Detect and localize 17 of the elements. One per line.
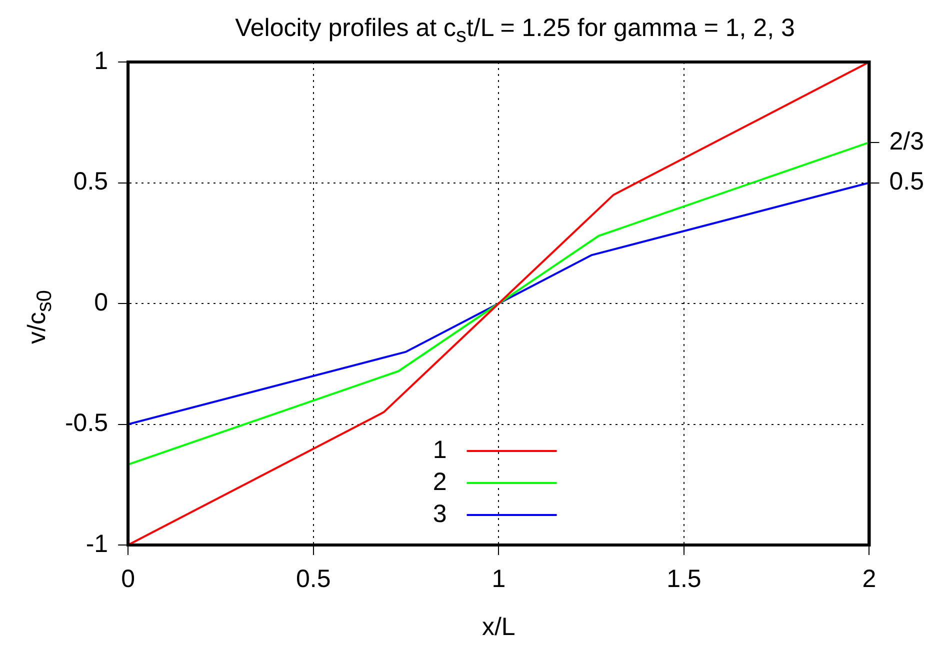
legend-label: 3 bbox=[432, 500, 447, 528]
y-tick-label: 1 bbox=[94, 46, 108, 75]
x-axis-title: x/L bbox=[482, 612, 516, 641]
y-tick-label: -1 bbox=[86, 530, 108, 558]
y2-tick-label: 0.5 bbox=[889, 168, 924, 196]
x-tick-label: 0.5 bbox=[296, 564, 331, 593]
x-tick-label: 1.5 bbox=[666, 564, 702, 593]
y-tick-label: 0.5 bbox=[73, 168, 108, 196]
y-tick-label: 0 bbox=[94, 288, 108, 316]
legend-label: 1 bbox=[432, 436, 447, 464]
chart-title: Velocity profiles at c$_{s}$t/L = 1.25 for gamma = 1, 2, 3 bbox=[234, 14, 796, 48]
y-tick-label: -0.5 bbox=[64, 409, 108, 438]
x-tick-label: 2 bbox=[862, 564, 876, 593]
y2-tick-label: 2/3 bbox=[889, 127, 924, 156]
legend-label: 2 bbox=[432, 468, 447, 496]
x-tick-label: 0 bbox=[121, 564, 136, 593]
x-tick-label: 1 bbox=[492, 564, 506, 593]
